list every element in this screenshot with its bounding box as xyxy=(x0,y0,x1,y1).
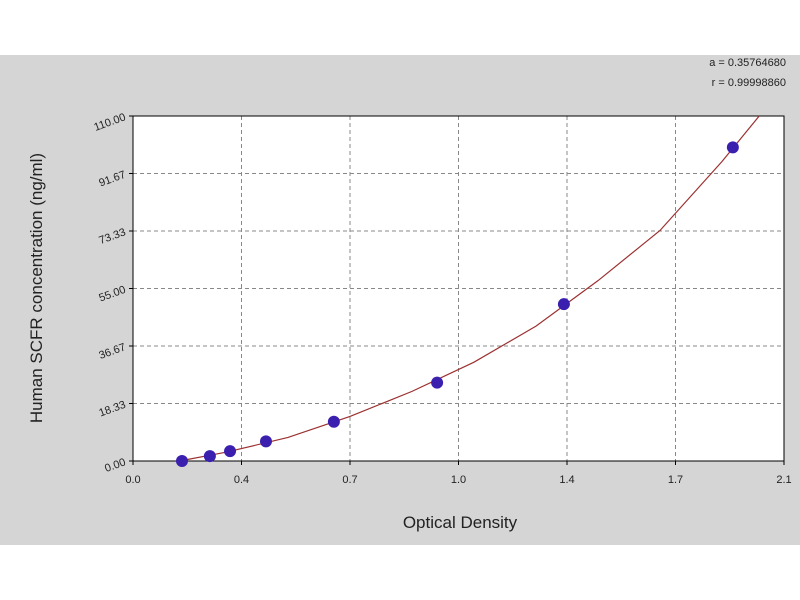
x-tick-label: 1.7 xyxy=(668,474,683,486)
data-point xyxy=(327,415,340,428)
data-point xyxy=(557,298,570,311)
annotation: r = 0.99998860 xyxy=(712,77,786,89)
plot-border xyxy=(132,115,785,462)
data-point xyxy=(726,141,739,154)
annotation: a = 0.35764680 xyxy=(709,57,786,69)
x-axis-title: Optical Density xyxy=(403,513,518,532)
data-point xyxy=(175,455,188,467)
data-point xyxy=(259,435,272,448)
x-tick-label: 0.0 xyxy=(125,474,140,486)
x-tick-label: 0.4 xyxy=(234,474,249,486)
x-tick-label: 0.7 xyxy=(342,474,357,486)
data-point xyxy=(224,445,237,458)
data-point xyxy=(431,376,444,389)
x-tick-label: 2.1 xyxy=(776,474,791,486)
y-axis-title: Human SCFR concentration (ng/ml) xyxy=(27,153,46,423)
data-point xyxy=(203,450,216,463)
x-tick-label: 1.0 xyxy=(451,474,466,486)
x-tick-label: 1.4 xyxy=(559,474,574,486)
